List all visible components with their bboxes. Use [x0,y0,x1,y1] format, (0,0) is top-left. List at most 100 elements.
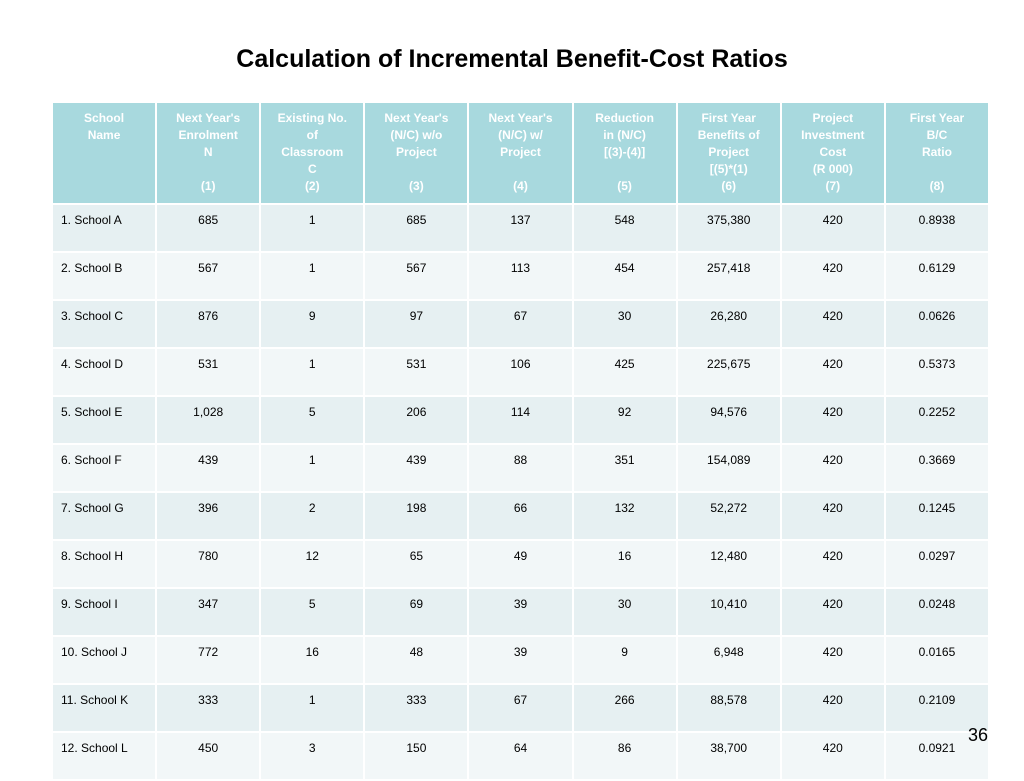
header-line: Investment [801,128,865,142]
cell-bc-ratio: 0.2109 [883,683,991,733]
header-line: Next Year's [384,111,449,125]
cell-classrooms: 1 [259,347,366,397]
cell-enrolment: 780 [155,539,262,589]
cell-nc-with-project: 114 [467,395,574,445]
header-line: Name [87,128,121,142]
table-row: 9. School I 347 5 69 39 30 10,410 420 0.0248 [50,587,991,637]
cell-bc-ratio: 0.0626 [883,299,991,349]
cell-classrooms: 2 [259,491,366,541]
cell-investment-cost: 420 [779,443,886,493]
header-line: School [84,111,125,125]
table-row: 7. School G 396 2 198 66 132 52,272 420 0.1245 [50,491,991,541]
cell-nc-without-project: 198 [363,491,470,541]
cell-first-year-benefits: 52,272 [675,491,782,541]
cell-classrooms: 1 [259,251,366,301]
cell-classrooms: 1 [259,443,366,493]
header-line: Ratio [921,145,952,159]
cell-reduction: 454 [571,251,678,301]
header-bc-ratio: First Year B/C Ratio (8) [883,101,991,205]
header-line: Enrolment [178,128,238,142]
cell-first-year-benefits: 38,700 [675,731,782,781]
header-line: (N/C) w/ [498,128,543,142]
cell-reduction: 132 [571,491,678,541]
cell-investment-cost: 420 [779,251,886,301]
cell-first-year-benefits: 375,380 [675,203,782,253]
cell-school-name: 7. School G [50,491,158,541]
header-line: Project [708,145,750,159]
table-row: 12. School L 450 3 150 64 86 38,700 420 0.0921 [50,731,991,781]
header-line: in (N/C) [603,128,646,142]
header-investment-cost: Project Investment Cost (R 000) (7) [779,101,886,205]
cell-reduction: 351 [571,443,678,493]
header-nc-without-project: Next Year's (N/C) w/o Project (3) [363,101,470,205]
cell-first-year-benefits: 257,418 [675,251,782,301]
table-header-row: School Name Next Year's Enrolment N (1) … [50,101,991,205]
cell-nc-without-project: 531 [363,347,470,397]
header-line: (N/C) w/o [390,128,443,142]
cell-first-year-benefits: 154,089 [675,443,782,493]
cell-enrolment: 876 [155,299,262,349]
table-row: 8. School H 780 12 65 49 16 12,480 420 0.0297 [50,539,991,589]
header-column-number: (1) [200,179,216,193]
cell-first-year-benefits: 225,675 [675,347,782,397]
cell-investment-cost: 420 [779,635,886,685]
cell-first-year-benefits: 88,578 [675,683,782,733]
cell-nc-without-project: 69 [363,587,470,637]
header-column-number: (7) [825,179,841,193]
table-row: 1. School A 685 1 685 137 548 375,380 420 0.8938 [50,203,991,253]
cell-reduction: 16 [571,539,678,589]
cell-nc-with-project: 66 [467,491,574,541]
header-line: First Year [909,111,965,125]
cell-school-name: 10. School J [50,635,158,685]
header-line: Benefits of [697,128,760,142]
cell-school-name: 2. School B [50,251,158,301]
header-classrooms: Existing No. of Classroom C (2) [259,101,366,205]
cell-enrolment: 531 [155,347,262,397]
header-enrolment: Next Year's Enrolment N (1) [155,101,262,205]
cell-nc-with-project: 39 [467,635,574,685]
cell-reduction: 266 [571,683,678,733]
cell-first-year-benefits: 26,280 [675,299,782,349]
cell-reduction: 30 [571,587,678,637]
cell-school-name: 11. School K [50,683,158,733]
cell-reduction: 92 [571,395,678,445]
cell-classrooms: 5 [259,587,366,637]
cell-classrooms: 12 [259,539,366,589]
header-column-number: (3) [409,179,424,193]
cell-enrolment: 333 [155,683,262,733]
cell-bc-ratio: 0.2252 [883,395,991,445]
cell-nc-without-project: 150 [363,731,470,781]
header-line: [(3)-(4)] [603,145,646,159]
header-line: Cost [819,145,847,159]
header-line: [(5)*(1) [709,162,748,176]
cell-reduction: 86 [571,731,678,781]
cell-nc-without-project: 567 [363,251,470,301]
header-line: First Year [701,111,756,125]
cell-nc-without-project: 685 [363,203,470,253]
cell-school-name: 9. School I [50,587,158,637]
cell-classrooms: 1 [259,203,366,253]
cell-school-name: 12. School L [50,731,158,781]
cell-reduction: 425 [571,347,678,397]
cell-investment-cost: 420 [779,683,886,733]
cell-reduction: 548 [571,203,678,253]
cell-first-year-benefits: 10,410 [675,587,782,637]
cell-nc-with-project: 137 [467,203,574,253]
header-nc-with-project: Next Year's (N/C) w/ Project (4) [467,101,574,205]
cell-nc-without-project: 439 [363,443,470,493]
cell-bc-ratio: 0.0165 [883,635,991,685]
cell-nc-without-project: 333 [363,683,470,733]
header-first-year-benefits: First Year Benefits of Project [(5)*(1) … [675,101,782,205]
header-line: Reduction [595,111,654,125]
cell-bc-ratio: 0.1245 [883,491,991,541]
cell-investment-cost: 420 [779,203,886,253]
table-row: 11. School K 333 1 333 67 266 88,578 420 0.2109 [50,683,991,733]
header-column-number: (6) [721,179,737,193]
cell-enrolment: 772 [155,635,262,685]
cell-enrolment: 396 [155,491,262,541]
cell-classrooms: 9 [259,299,366,349]
header-reduction: Reduction in (N/C) [(3)-(4)] (5) [571,101,678,205]
header-column-number: (8) [929,179,945,193]
cell-bc-ratio: 0.3669 [883,443,991,493]
cell-school-name: 8. School H [50,539,158,589]
